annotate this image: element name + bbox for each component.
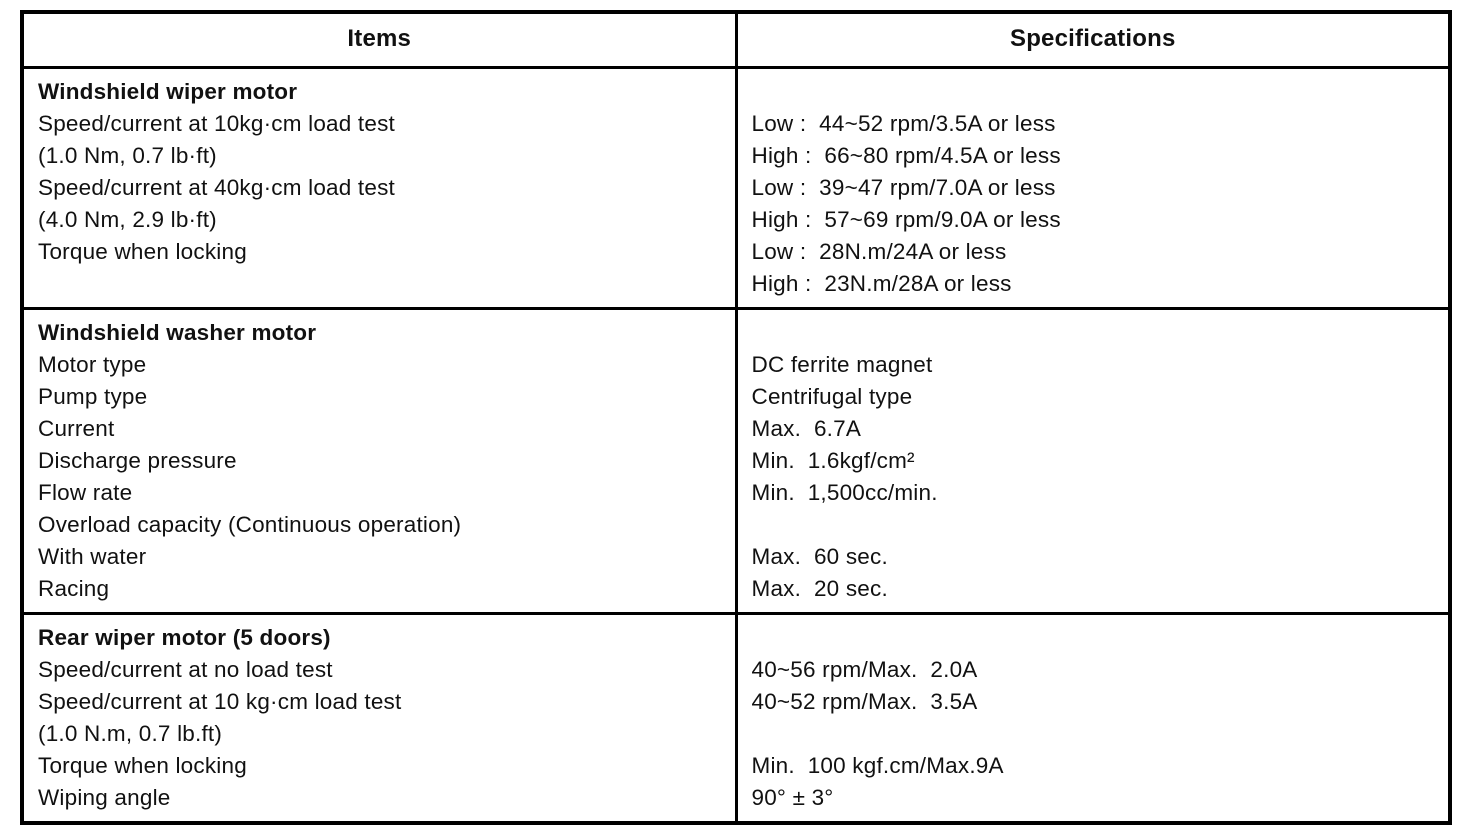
spec-line: High : 23N.m/28A or less [751, 271, 1012, 296]
item-line: Pump type [38, 384, 148, 409]
spec-line: Min. 100 kgf.cm/Max.9A [751, 753, 1004, 778]
spec-line: Low : 44~52 rpm/3.5A or less [751, 111, 1056, 136]
spec-line: High : 66~80 rpm/4.5A or less [751, 143, 1061, 168]
spec-line: 40~52 rpm/Max. 3.5A [751, 689, 978, 714]
table-body: Windshield wiper motor Speed/current at 1… [20, 66, 1452, 825]
items-cell: Windshield wiper motor Speed/current at 1… [20, 66, 738, 310]
spec-line: 40~56 rpm/Max. 2.0A [751, 657, 978, 682]
item-line: Wiping angle [38, 785, 171, 810]
item-line: Torque when locking [38, 753, 247, 778]
item-line: Racing [38, 576, 110, 601]
item-line: Current [38, 416, 115, 441]
specs-cell: DC ferrite magnet Centrifugal type Max. 6.… [734, 307, 1452, 615]
specifications-table: Items Specifications Windshield wiper mo… [20, 10, 1452, 825]
items-cell: Rear wiper motor (5 doors) Speed/current … [20, 612, 738, 825]
spec-line [752, 509, 1435, 541]
item-line: With water [38, 544, 147, 569]
column-header-specifications: Specifications [734, 10, 1452, 69]
spec-line: Min. 1,500cc/min. [751, 480, 938, 505]
column-header-items: Items [20, 10, 738, 69]
spec-line: DC ferrite magnet [751, 352, 933, 377]
item-line: Speed/current at 40kg·cm load test [38, 175, 395, 200]
spec-line [752, 317, 1435, 349]
spec-line [752, 718, 1435, 750]
item-line: Speed/current at no load test [38, 657, 333, 682]
spec-line: Max. 6.7A [751, 416, 862, 441]
spec-line: Centrifugal type [751, 384, 913, 409]
spec-line: Low : 39~47 rpm/7.0A or less [751, 175, 1056, 200]
item-line: Torque when locking [38, 239, 247, 264]
section-title: Windshield washer motor [38, 320, 317, 345]
specs-cell: Low : 44~52 rpm/3.5A or less High : 66~80… [734, 66, 1452, 310]
spec-line: Max. 60 sec. [751, 544, 888, 569]
table-row: Rear wiper motor (5 doors) Speed/current … [20, 612, 1452, 825]
table-row: Windshield washer motor Motor type Pump ty… [20, 307, 1452, 615]
specs-cell: 40~56 rpm/Max. 2.0A 40~52 rpm/Max. 3.5A Mi… [734, 612, 1452, 825]
header-row: Items Specifications [20, 10, 1452, 69]
spec-line: 90° ± 3° [751, 785, 834, 810]
table-row: Windshield wiper motor Speed/current at 1… [20, 66, 1452, 310]
item-line: (1.0 Nm, 0.7 lb·ft) [38, 143, 217, 168]
item-line: Discharge pressure [38, 448, 237, 473]
section-title: Rear wiper motor (5 doors) [38, 625, 331, 650]
spec-line: Min. 1.6kgf/cm² [751, 448, 915, 473]
items-cell: Windshield washer motor Motor type Pump ty… [20, 307, 738, 615]
spec-line [752, 622, 1435, 654]
item-line: Overload capacity (Continuous operation) [38, 512, 462, 537]
item-line: (1.0 N.m, 0.7 lb.ft) [38, 721, 223, 746]
spec-line: Max. 20 sec. [751, 576, 888, 601]
spec-line: High : 57~69 rpm/9.0A or less [751, 207, 1061, 232]
item-line: Flow rate [38, 480, 133, 505]
item-line: Motor type [38, 352, 147, 377]
spec-line [752, 76, 1435, 108]
section-title: Windshield wiper motor [38, 79, 298, 104]
table-header: Items Specifications [20, 10, 1452, 69]
spec-line: Low : 28N.m/24A or less [751, 239, 1007, 264]
item-line: Speed/current at 10 kg·cm load test [38, 689, 402, 714]
item-line: (4.0 Nm, 2.9 lb·ft) [38, 207, 217, 232]
item-line: Speed/current at 10kg·cm load test [38, 111, 395, 136]
